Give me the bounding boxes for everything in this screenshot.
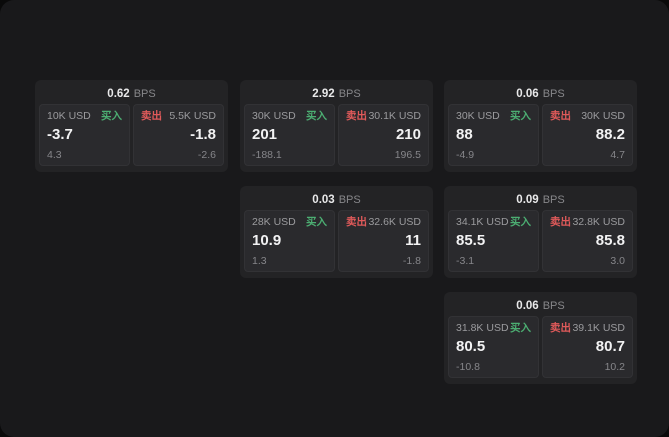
spread-unit: BPS: [338, 194, 361, 206]
buy-amount: 28K USD: [252, 216, 296, 228]
sell-amount: 30.1K USD: [368, 110, 421, 122]
buy-price: 85.5: [456, 232, 486, 249]
buy-label: 买入: [510, 216, 531, 228]
sell-panel[interactable]: 卖出 32.8K USD 85.8 3.0: [542, 210, 633, 272]
sell-label: 卖出: [346, 110, 367, 122]
sell-price: 85.8: [595, 232, 625, 249]
sell-amount: 5.5K USD: [169, 110, 216, 122]
quote-card: 0.62 BPS 10K USD 买入 -3.7 4.3 卖出 5.5K USD…: [35, 80, 228, 172]
sell-delta: -2.6: [197, 149, 216, 161]
buy-panel[interactable]: 28K USD 买入 10.9 1.3: [244, 210, 335, 272]
sell-amount: 30K USD: [581, 110, 625, 122]
buy-delta: -188.1: [252, 149, 282, 161]
spread-header: 0.62 BPS: [39, 84, 224, 104]
buy-price: 201: [252, 126, 278, 143]
spread-header: 2.92 BPS: [244, 84, 429, 104]
sell-price: 210: [395, 126, 421, 143]
sell-price: 80.7: [595, 338, 625, 355]
sell-panel[interactable]: 卖出 5.5K USD -1.8 -2.6: [133, 104, 224, 166]
sell-delta: 4.7: [610, 149, 625, 161]
sell-label: 卖出: [346, 216, 367, 228]
sell-label: 卖出: [550, 110, 571, 122]
spread-header: 0.06 BPS: [448, 296, 633, 316]
sell-panel[interactable]: 卖出 30.1K USD 210 196.5: [338, 104, 429, 166]
spread-value: 0.09: [516, 194, 539, 206]
sell-label: 卖出: [550, 216, 571, 228]
buy-amount: 30K USD: [252, 110, 296, 122]
buy-price: -3.7: [47, 126, 73, 143]
buy-panel[interactable]: 31.8K USD 买入 80.5 -10.8: [448, 316, 539, 378]
spread-unit: BPS: [542, 194, 565, 206]
buy-amount: 31.8K USD: [456, 322, 509, 334]
buy-amount: 34.1K USD: [456, 216, 509, 228]
quote-card: 2.92 BPS 30K USD 买入 201 -188.1 卖出 30.1K …: [240, 80, 433, 172]
buy-delta: -10.8: [456, 361, 480, 373]
spread-unit: BPS: [542, 300, 565, 312]
sell-label: 卖出: [550, 322, 571, 334]
buy-delta: -3.1: [456, 255, 475, 267]
sell-delta: -1.8: [402, 255, 421, 267]
sell-panel[interactable]: 卖出 30K USD 88.2 4.7: [542, 104, 633, 166]
sell-price: -1.8: [190, 126, 216, 143]
buy-label: 买入: [510, 110, 531, 122]
quote-card: 0.06 BPS 30K USD 买入 88 -4.9 卖出 30K USD 8…: [444, 80, 637, 172]
spread-unit: BPS: [133, 88, 156, 100]
spread-header: 0.06 BPS: [448, 84, 633, 104]
buy-delta: 4.3: [47, 149, 62, 161]
buy-price: 10.9: [252, 232, 282, 249]
spread-value: 2.92: [312, 88, 335, 100]
spread-header: 0.03 BPS: [244, 190, 429, 210]
spread-value: 0.03: [312, 194, 335, 206]
spread-value: 0.06: [516, 88, 539, 100]
sell-panel[interactable]: 卖出 32.6K USD 11 -1.8: [338, 210, 429, 272]
quote-card: 0.06 BPS 31.8K USD 买入 80.5 -10.8 卖出 39.1…: [444, 292, 637, 384]
sell-amount: 32.6K USD: [368, 216, 421, 228]
spread-unit: BPS: [542, 88, 565, 100]
sell-delta: 10.2: [604, 361, 625, 373]
sell-panel[interactable]: 卖出 39.1K USD 80.7 10.2: [542, 316, 633, 378]
buy-label: 买入: [101, 110, 122, 122]
buy-label: 买入: [306, 216, 327, 228]
buy-price: 88: [456, 126, 473, 143]
sell-price: 88.2: [595, 126, 625, 143]
spread-unit: BPS: [338, 88, 361, 100]
sell-delta: 3.0: [610, 255, 625, 267]
quote-card: 0.09 BPS 34.1K USD 买入 85.5 -3.1 卖出 32.8K…: [444, 186, 637, 278]
sell-amount: 39.1K USD: [572, 322, 625, 334]
buy-panel[interactable]: 34.1K USD 买入 85.5 -3.1: [448, 210, 539, 272]
sell-amount: 32.8K USD: [572, 216, 625, 228]
buy-price: 80.5: [456, 338, 486, 355]
buy-label: 买入: [306, 110, 327, 122]
buy-amount: 10K USD: [47, 110, 91, 122]
spread-value: 0.06: [516, 300, 539, 312]
buy-delta: -4.9: [456, 149, 475, 161]
buy-panel[interactable]: 10K USD 买入 -3.7 4.3: [39, 104, 130, 166]
sell-price: 11: [405, 232, 421, 249]
buy-delta: 1.3: [252, 255, 267, 267]
sell-label: 卖出: [141, 110, 162, 122]
buy-panel[interactable]: 30K USD 买入 88 -4.9: [448, 104, 539, 166]
sell-delta: 196.5: [394, 149, 421, 161]
spread-header: 0.09 BPS: [448, 190, 633, 210]
quote-card: 0.03 BPS 28K USD 买入 10.9 1.3 卖出 32.6K US…: [240, 186, 433, 278]
buy-panel[interactable]: 30K USD 买入 201 -188.1: [244, 104, 335, 166]
buy-amount: 30K USD: [456, 110, 500, 122]
buy-label: 买入: [510, 322, 531, 334]
spread-value: 0.62: [107, 88, 130, 100]
